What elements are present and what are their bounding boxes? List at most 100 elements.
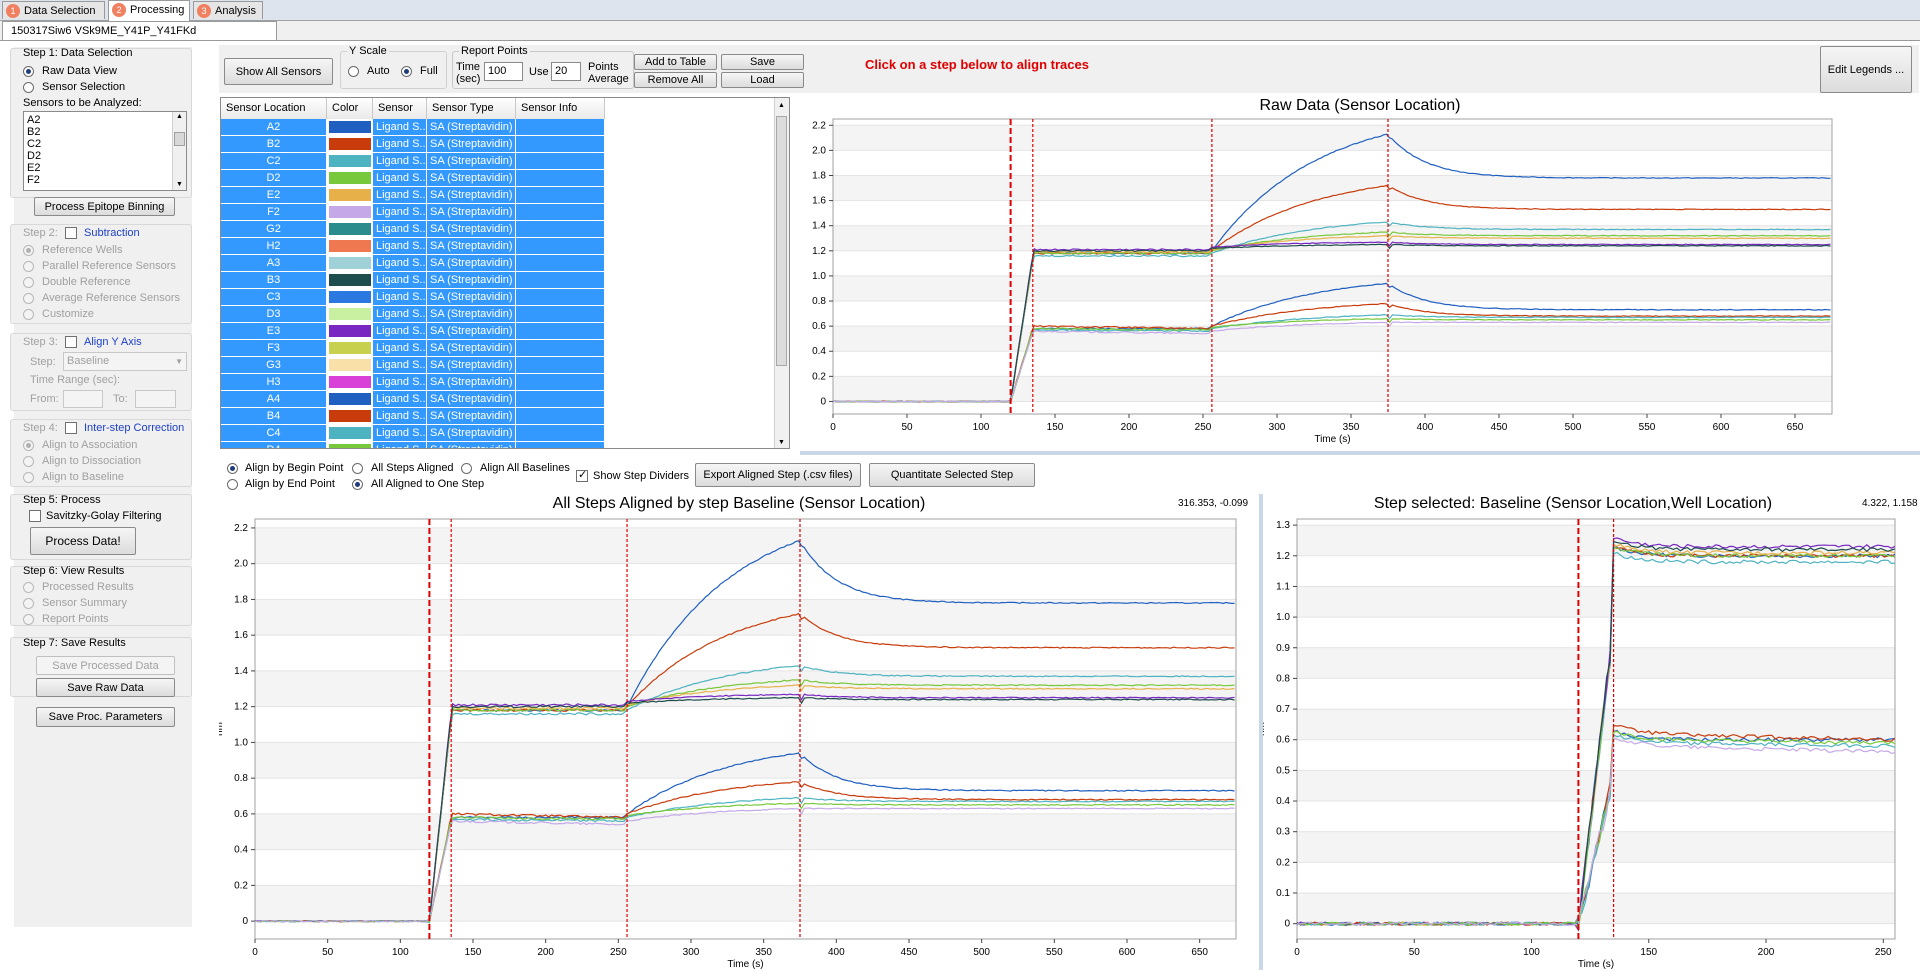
table-row[interactable]: F2 Ligand S... SA (Streptavidin) bbox=[221, 204, 777, 221]
tab-analysis[interactable]: 3 Analysis bbox=[193, 1, 263, 19]
table-row[interactable]: H2 Ligand S... SA (Streptavidin) bbox=[221, 238, 777, 255]
table-row[interactable]: G2 Ligand S... SA (Streptavidin) bbox=[221, 221, 777, 238]
table-row[interactable]: F3 Ligand S... SA (Streptavidin) bbox=[221, 340, 777, 357]
reference-wells-radio[interactable] bbox=[23, 245, 34, 256]
table-row[interactable]: B3 Ligand S... SA (Streptavidin) bbox=[221, 272, 777, 289]
raw-data-chart[interactable]: 0 50 100 150 200 250 300 350 400 450 500 550 600 650 0… bbox=[800, 94, 1920, 451]
step-chart[interactable]: 0 50 100 150 200 250 0 0.1 0.2 0.3 0.4 0.5 0.6 0.7 0.8… bbox=[1263, 494, 1920, 970]
double-reference-radio[interactable] bbox=[23, 277, 34, 288]
file-tab[interactable]: 150317Siw6 VSk9ME_Y41P_Y41FKd _measureme… bbox=[2, 21, 277, 56]
col-sensor-info[interactable]: Sensor Info bbox=[516, 98, 605, 119]
vertical-splitter[interactable] bbox=[1259, 494, 1263, 970]
sensor-selection-radio[interactable] bbox=[23, 82, 34, 93]
customize-radio[interactable] bbox=[23, 309, 34, 320]
col-sensor-type[interactable]: Sensor Type bbox=[427, 98, 516, 119]
list-item[interactable]: C2 bbox=[27, 138, 42, 150]
cell-color[interactable] bbox=[327, 255, 373, 272]
align-y-axis-checkbox[interactable] bbox=[65, 336, 77, 348]
table-row[interactable]: B4 Ligand S... SA (Streptavidin) bbox=[221, 408, 777, 425]
cell-color[interactable] bbox=[327, 323, 373, 340]
table-row[interactable]: D3 Ligand S... SA (Streptavidin) bbox=[221, 306, 777, 323]
save-raw-data-button[interactable]: Save Raw Data bbox=[36, 678, 175, 697]
add-to-table-button[interactable]: Add to Table bbox=[634, 54, 717, 70]
save-button[interactable]: Save bbox=[721, 54, 804, 70]
cell-color[interactable] bbox=[327, 425, 373, 442]
edit-legends-button[interactable]: Edit Legends ... bbox=[1820, 46, 1912, 93]
cell-color[interactable] bbox=[327, 289, 373, 306]
align-association-radio[interactable] bbox=[23, 440, 34, 451]
cell-color[interactable] bbox=[327, 204, 373, 221]
cell-color[interactable] bbox=[327, 357, 373, 374]
cell-color[interactable] bbox=[327, 238, 373, 255]
table-row[interactable]: D2 Ligand S... SA (Streptavidin) bbox=[221, 170, 777, 187]
points-average-input[interactable]: 20 bbox=[551, 62, 581, 81]
table-row[interactable]: A3 Ligand S... SA (Streptavidin) bbox=[221, 255, 777, 272]
cell-color[interactable] bbox=[327, 340, 373, 357]
remove-all-button[interactable]: Remove All bbox=[634, 72, 717, 88]
align-dissociation-radio[interactable] bbox=[23, 456, 34, 467]
sensors-scrollbar[interactable]: ▲ ▼ bbox=[172, 112, 186, 190]
table-row[interactable]: E3 Ligand S... SA (Streptavidin) bbox=[221, 323, 777, 340]
align-all-baselines-radio[interactable] bbox=[461, 463, 472, 474]
table-row[interactable]: A2 Ligand S... SA (Streptavidin) bbox=[221, 119, 777, 136]
table-row[interactable]: C3 Ligand S... SA (Streptavidin) bbox=[221, 289, 777, 306]
report-points-radio[interactable] bbox=[23, 614, 34, 625]
cell-color[interactable] bbox=[327, 119, 373, 136]
report-time-input[interactable]: 100 bbox=[484, 62, 523, 81]
col-sensor-location[interactable]: Sensor Location bbox=[221, 98, 327, 119]
cell-color[interactable] bbox=[327, 272, 373, 289]
process-epitope-binning-button[interactable]: Process Epitope Binning bbox=[34, 197, 175, 216]
sensors-listbox[interactable]: A2 B2 C2 D2 E2 F2 ▲ ▼ bbox=[23, 111, 187, 191]
splitter[interactable] bbox=[800, 451, 1920, 455]
quantitate-selected-step-button[interactable]: Quantitate Selected Step bbox=[869, 463, 1035, 487]
table-row[interactable]: D4 Ligand S...SA (Streptavidin) bbox=[221, 442, 777, 448]
scroll-thumb[interactable] bbox=[776, 116, 787, 366]
list-item[interactable]: B2 bbox=[27, 126, 41, 138]
inter-step-correction-checkbox[interactable] bbox=[65, 422, 77, 434]
table-row[interactable]: C4 Ligand S... SA (Streptavidin) bbox=[221, 425, 777, 442]
table-row[interactable]: B2 Ligand S... SA (Streptavidin) bbox=[221, 136, 777, 153]
cell-color[interactable] bbox=[327, 170, 373, 187]
cell-color[interactable] bbox=[327, 136, 373, 153]
sensor-table[interactable]: Sensor Location Color Sensor Sensor Type… bbox=[220, 97, 790, 449]
table-row[interactable]: E2 Ligand S... SA (Streptavidin) bbox=[221, 187, 777, 204]
tab-data-selection[interactable]: 1 Data Selection bbox=[2, 1, 105, 19]
cell-color[interactable] bbox=[327, 153, 373, 170]
scroll-thumb[interactable] bbox=[174, 132, 185, 146]
y-scale-full-radio[interactable] bbox=[401, 66, 412, 77]
subtraction-checkbox[interactable] bbox=[65, 227, 77, 239]
step-select[interactable]: Baseline ▼ bbox=[63, 352, 187, 371]
average-reference-radio[interactable] bbox=[23, 293, 34, 304]
align-baseline-radio[interactable] bbox=[23, 472, 34, 483]
save-proc-parameters-button[interactable]: Save Proc. Parameters bbox=[36, 707, 175, 727]
table-row[interactable]: H3 Ligand S... SA (Streptavidin) bbox=[221, 374, 777, 391]
save-processed-data-button[interactable]: Save Processed Data bbox=[36, 656, 175, 675]
scroll-down-icon[interactable]: ▼ bbox=[778, 439, 785, 446]
processed-results-radio[interactable] bbox=[23, 582, 34, 593]
table-row[interactable]: A4 Ligand S... SA (Streptavidin) bbox=[221, 391, 777, 408]
scroll-up-icon[interactable]: ▲ bbox=[778, 102, 785, 109]
process-data-button[interactable]: Process Data! bbox=[30, 527, 136, 555]
to-input[interactable] bbox=[135, 390, 176, 408]
load-button[interactable]: Load bbox=[721, 72, 804, 88]
raw-data-view-radio[interactable] bbox=[23, 66, 34, 77]
cell-color[interactable] bbox=[327, 374, 373, 391]
align-begin-radio[interactable] bbox=[227, 463, 238, 474]
export-aligned-step-button[interactable]: Export Aligned Step (.csv files) bbox=[695, 463, 861, 487]
table-row[interactable]: C2 Ligand S... SA (Streptavidin) bbox=[221, 153, 777, 170]
from-input[interactable] bbox=[63, 390, 103, 408]
align-end-radio[interactable] bbox=[227, 479, 238, 490]
cell-color[interactable] bbox=[327, 221, 373, 238]
sensor-summary-radio[interactable] bbox=[23, 598, 34, 609]
scroll-down-icon[interactable]: ▼ bbox=[176, 181, 183, 188]
list-item[interactable]: F2 bbox=[27, 174, 40, 186]
aligned-chart[interactable]: 0 50 100 150 200 250 300 350 400 450 500 550 600 650 0… bbox=[219, 494, 1259, 970]
tab-processing[interactable]: 2 Processing bbox=[108, 0, 190, 21]
list-item[interactable]: E2 bbox=[27, 162, 41, 174]
savitzky-golay-checkbox[interactable] bbox=[29, 510, 41, 522]
y-scale-auto-radio[interactable] bbox=[348, 66, 359, 77]
parallel-reference-radio[interactable] bbox=[23, 261, 34, 272]
cell-color[interactable] bbox=[327, 391, 373, 408]
cell-color[interactable] bbox=[327, 306, 373, 323]
table-row[interactable]: G3 Ligand S... SA (Streptavidin) bbox=[221, 357, 777, 374]
